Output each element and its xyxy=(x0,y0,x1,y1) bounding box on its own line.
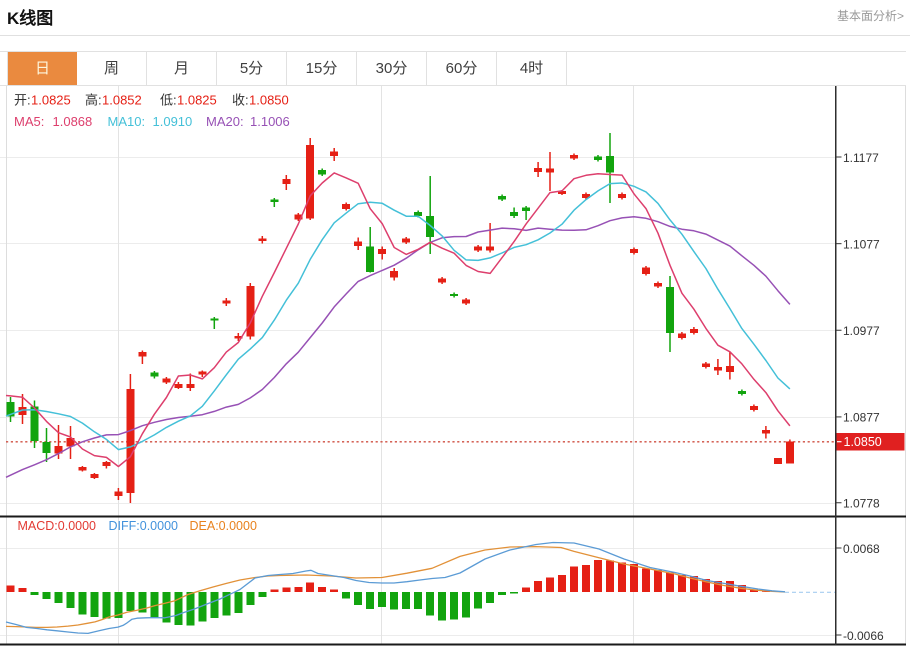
svg-text:1.1177: 1.1177 xyxy=(843,151,879,165)
svg-text:0.0068: 0.0068 xyxy=(843,542,880,556)
svg-text:-0.0066: -0.0066 xyxy=(843,629,884,643)
svg-text:1.0778: 1.0778 xyxy=(843,497,880,511)
svg-text:1.1077: 1.1077 xyxy=(843,237,880,251)
svg-text:1.0850: 1.0850 xyxy=(844,435,882,449)
svg-text:1.0977: 1.0977 xyxy=(843,324,880,338)
svg-text:1.0877: 1.0877 xyxy=(843,411,880,425)
